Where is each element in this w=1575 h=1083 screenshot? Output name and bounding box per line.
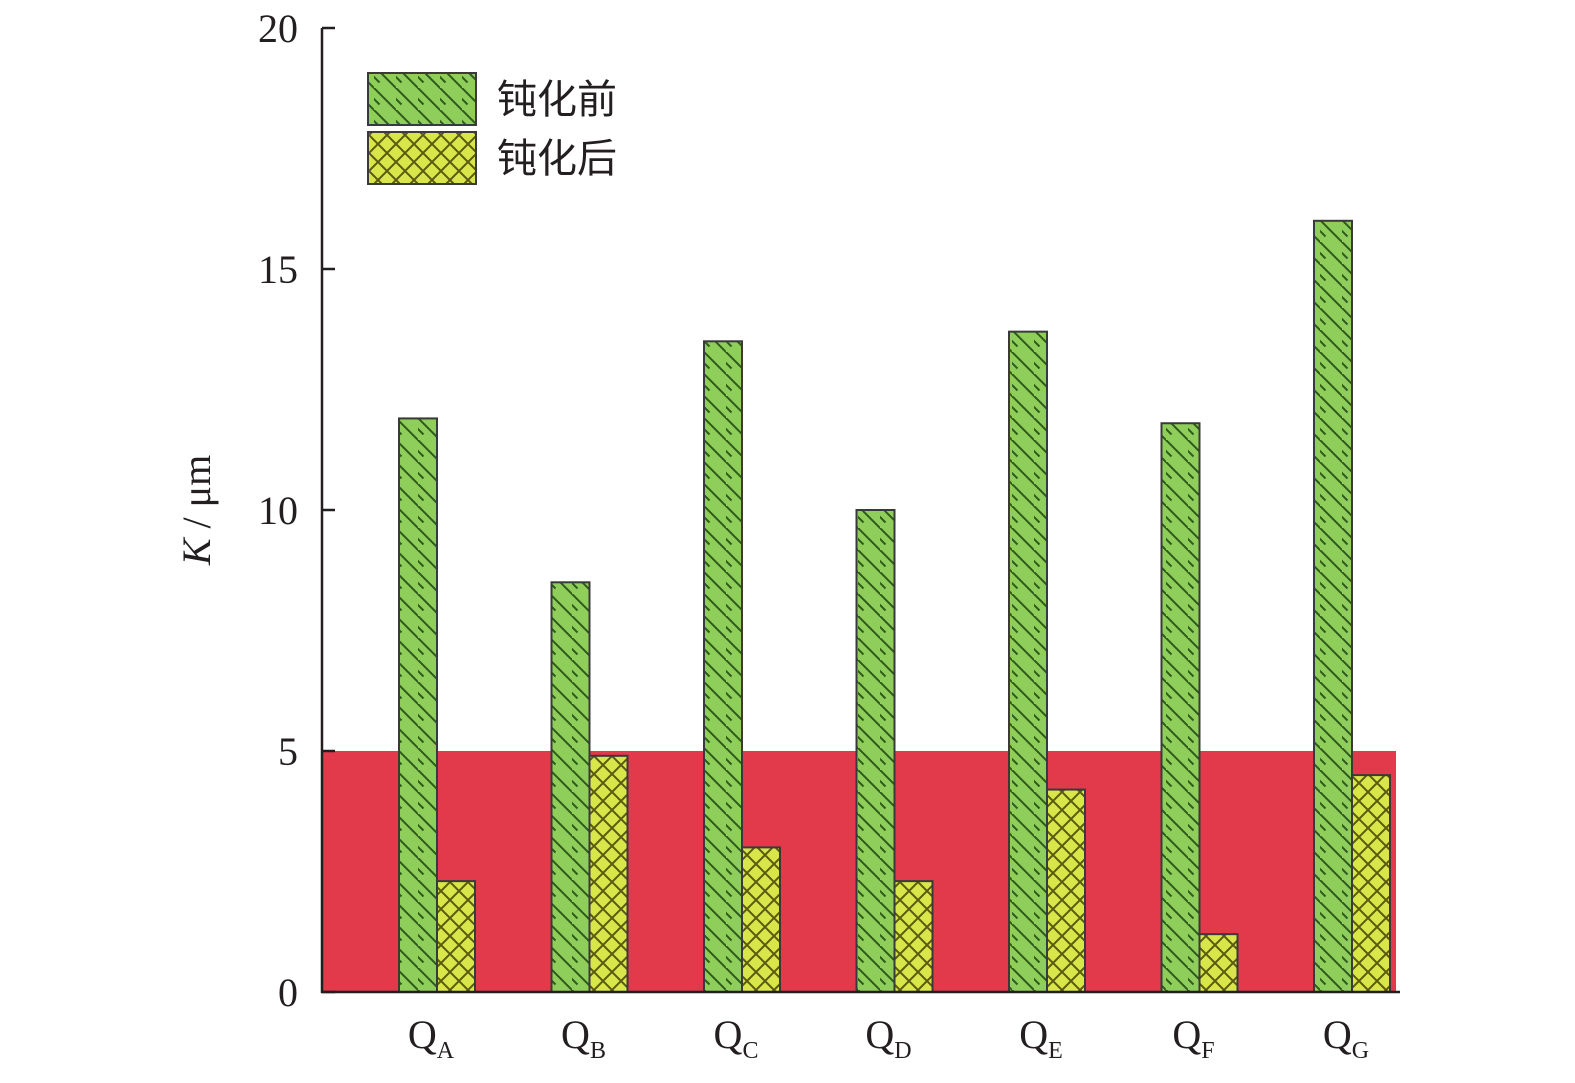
bar-after-f	[1198, 933, 1239, 993]
x-tick-label: QB	[561, 1012, 606, 1064]
bar-before-c	[703, 340, 743, 993]
x-tick-label: QA	[408, 1012, 455, 1064]
y-tick-label: 15	[258, 247, 298, 292]
y-tick-label: 10	[258, 488, 298, 533]
legend-label-before: 钝化前	[497, 77, 617, 123]
bar-after-a	[436, 880, 476, 994]
x-tick-label: QG	[1323, 1012, 1369, 1064]
bar-before-g	[1313, 219, 1353, 994]
y-tick-label: 20	[258, 6, 298, 51]
y-tick-label: 5	[278, 729, 298, 774]
bar-after-d	[893, 880, 934, 994]
x-tick-label: QC	[714, 1012, 759, 1064]
x-tick-label: QD	[865, 1012, 911, 1064]
legend-swatch-before	[367, 72, 477, 126]
bar-before-e	[1008, 330, 1048, 994]
legend-swatch-after	[367, 131, 477, 185]
bar-before-d	[855, 509, 896, 993]
bar-after-g	[1351, 774, 1391, 993]
bar-before-a	[398, 417, 438, 994]
legend-label-after: 钝化后	[497, 136, 617, 182]
y-axis-label: K / μm	[174, 455, 219, 566]
bar-before-b	[550, 581, 591, 993]
bar-after-c	[741, 846, 781, 994]
bar-after-e	[1046, 788, 1086, 993]
bar-before-f	[1160, 422, 1201, 993]
bar-after-b	[588, 754, 629, 993]
y-tick-label: 0	[278, 970, 298, 1015]
x-tick-label: QE	[1019, 1012, 1063, 1064]
x-tick-label: QF	[1172, 1012, 1214, 1064]
